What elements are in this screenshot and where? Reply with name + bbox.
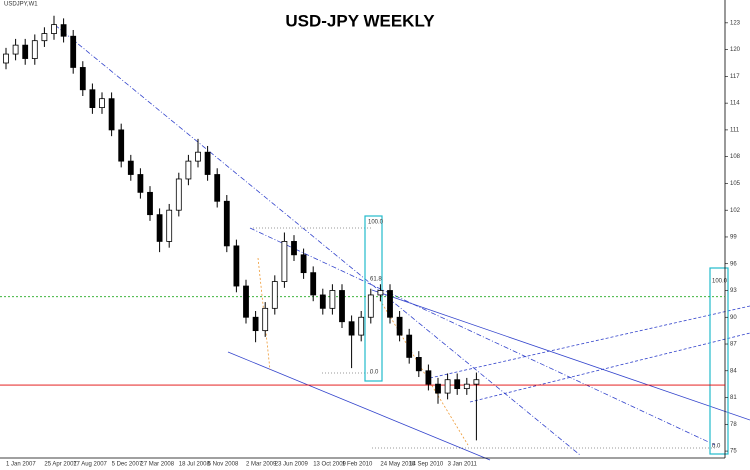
candle-body	[156, 214, 163, 242]
candle-body	[339, 290, 345, 323]
candle-body	[377, 290, 384, 296]
y-tick-label: 123	[730, 20, 741, 26]
candle-body	[12, 44, 19, 55]
x-tick-label: 2 Mar 2009	[246, 462, 277, 468]
y-tick-label: 81	[730, 395, 737, 401]
trendline	[249, 227, 716, 446]
annotation: 0.0	[712, 444, 721, 450]
symbol: USDJPY,W1	[4, 2, 38, 8]
candle-body	[406, 334, 413, 358]
candle-body	[281, 241, 288, 282]
candle-body	[415, 357, 422, 372]
y-tick-label: 114	[730, 101, 740, 107]
candle-body	[252, 316, 259, 332]
candle-body	[444, 379, 451, 394]
x-tick-label: 5 Dec 2007	[112, 462, 143, 468]
y-tick-label: 120	[730, 47, 741, 53]
y-tick-label: 117	[730, 74, 740, 80]
channel-line	[469, 332, 750, 403]
x-tick-label: 1 Jan 2007	[6, 462, 36, 468]
y-tick-label: 93	[730, 288, 737, 294]
candle-body	[185, 160, 192, 180]
candle-body	[223, 200, 230, 247]
candle-body	[204, 151, 211, 175]
y-tick-label: 99	[730, 235, 737, 241]
x-tick-label: 5 Nov 2008	[208, 462, 239, 468]
y-tick-label: 78	[730, 422, 737, 428]
fib-line	[379, 299, 469, 446]
candle-body	[425, 370, 432, 385]
y-tick-label: 90	[730, 315, 737, 321]
candle-body	[89, 89, 96, 108]
candle-body	[358, 316, 365, 336]
x-tick-label: 27 Mar 2008	[140, 462, 174, 468]
candle-body	[41, 33, 48, 42]
candle-body	[60, 24, 67, 37]
y-tick-label: 102	[730, 208, 741, 214]
x-tick-label: 23 Jun 2009	[275, 462, 309, 468]
x-tick-label: 14 Sep 2010	[409, 462, 444, 468]
candle-body	[435, 383, 441, 394]
candle-body	[387, 290, 393, 318]
candle-body	[291, 241, 297, 256]
candle-body	[367, 294, 374, 318]
annotation: 100.0	[712, 279, 728, 285]
candle-body	[70, 35, 77, 68]
candle-body	[463, 383, 470, 390]
candle-body	[195, 151, 201, 162]
chart-title: USD-JPY WEEKLY	[285, 11, 435, 30]
y-tick-label: 87	[730, 342, 737, 348]
y-tick-label: 108	[730, 154, 741, 160]
x-tick-label: 25 Apr 2007	[44, 462, 77, 468]
candle-body	[300, 254, 307, 274]
candle-body	[51, 24, 57, 34]
candle-body	[473, 379, 480, 385]
candle-body	[79, 67, 86, 91]
candle-body	[214, 174, 221, 202]
candle-body	[175, 178, 182, 211]
candle-body	[396, 316, 403, 336]
drawings	[54, 24, 750, 461]
x-tick-label: 13 Oct 2009	[313, 462, 346, 468]
trendline	[227, 351, 491, 461]
annotation: 100.0	[368, 220, 384, 226]
fib-box	[709, 267, 729, 455]
candle-body	[22, 44, 29, 59]
x-tick-label: 17 Aug 2007	[73, 462, 107, 468]
trendline	[54, 24, 581, 456]
candle-body	[233, 245, 240, 287]
y-tick-label: 111	[730, 127, 740, 133]
fib-box	[364, 215, 383, 382]
x-tick-label: 18 Jul 2008	[179, 462, 211, 468]
candle-body	[99, 98, 105, 108]
candle-body	[319, 294, 326, 309]
annotation: 0.0	[370, 370, 379, 376]
candle-body	[137, 174, 144, 193]
y-tick-label: 105	[730, 181, 741, 187]
candle-body	[108, 98, 115, 131]
annotation: 61.8	[370, 277, 382, 283]
candle-body	[166, 209, 173, 242]
candle-body	[3, 53, 9, 64]
candle-body	[31, 40, 38, 59]
candle-body	[329, 290, 336, 309]
candle-body	[454, 379, 461, 390]
candle-body	[147, 191, 153, 216]
candle-body	[118, 129, 125, 162]
candle-body	[271, 281, 278, 309]
trendline	[371, 289, 750, 421]
y-tick-label: 96	[730, 261, 737, 267]
candle-body	[310, 272, 317, 296]
x-tick-label: 24 May 2010	[380, 462, 415, 468]
candle-body	[348, 321, 355, 336]
y-tick-label: 84	[730, 368, 737, 374]
y-tick-label: 75	[730, 449, 737, 455]
candle-body	[243, 285, 249, 318]
candle-body	[127, 160, 134, 175]
x-tick-label: 3 Jan 2011	[448, 462, 478, 468]
candle-body	[262, 307, 269, 332]
x-tick-label: 1 Feb 2010	[342, 462, 373, 468]
